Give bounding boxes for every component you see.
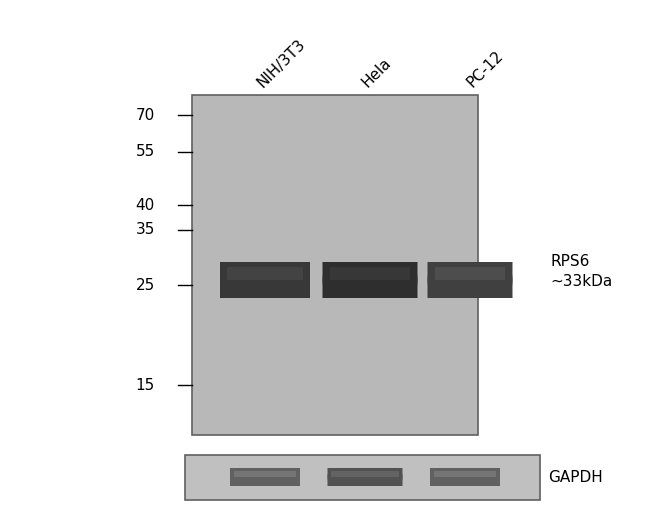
Ellipse shape (491, 262, 512, 298)
FancyBboxPatch shape (230, 468, 300, 486)
Ellipse shape (289, 468, 300, 486)
Ellipse shape (322, 262, 344, 298)
Bar (331, 471, 399, 477)
Ellipse shape (230, 468, 240, 486)
Text: GAPDH: GAPDH (548, 470, 603, 485)
FancyBboxPatch shape (220, 262, 310, 298)
Text: 15: 15 (136, 378, 155, 393)
Text: 55: 55 (136, 145, 155, 160)
Text: PC-12: PC-12 (464, 48, 506, 90)
FancyBboxPatch shape (328, 468, 402, 486)
Bar (233, 471, 296, 477)
Text: Hela: Hela (359, 55, 395, 90)
Ellipse shape (489, 468, 500, 486)
Bar (330, 267, 410, 280)
Text: 40: 40 (136, 198, 155, 213)
Ellipse shape (430, 468, 441, 486)
Ellipse shape (220, 262, 242, 298)
Bar (434, 471, 497, 477)
Ellipse shape (392, 468, 402, 486)
Bar (435, 267, 505, 280)
Text: NIH/3T3: NIH/3T3 (254, 36, 308, 90)
FancyBboxPatch shape (322, 262, 417, 298)
Ellipse shape (428, 262, 449, 298)
Ellipse shape (396, 262, 417, 298)
Bar (192, 95, 478, 435)
Ellipse shape (289, 262, 310, 298)
Text: ~33kDa: ~33kDa (550, 275, 612, 290)
Ellipse shape (328, 468, 338, 486)
Text: RPS6: RPS6 (550, 254, 590, 269)
Bar (185, 455, 540, 500)
Text: 70: 70 (136, 108, 155, 123)
FancyBboxPatch shape (428, 262, 512, 298)
Bar (227, 267, 303, 280)
FancyBboxPatch shape (430, 468, 500, 486)
Text: 35: 35 (136, 223, 155, 238)
Text: 25: 25 (136, 278, 155, 292)
